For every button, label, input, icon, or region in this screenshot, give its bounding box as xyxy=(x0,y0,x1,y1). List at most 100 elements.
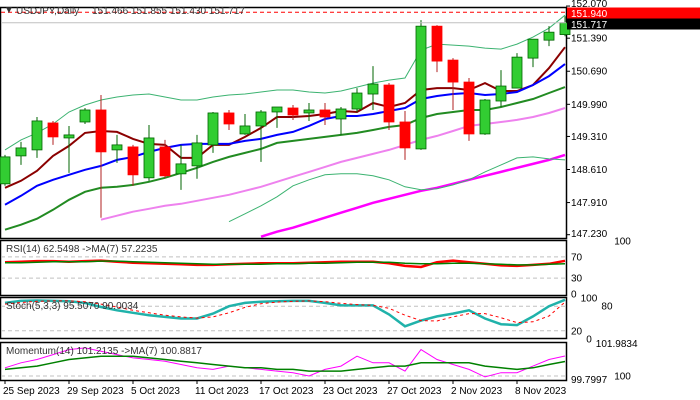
y-tick-label: 100 xyxy=(581,294,598,305)
x-tick-label: 17 Oct 2023 xyxy=(259,386,314,397)
series-line-signal xyxy=(4,300,566,324)
bear-candle xyxy=(399,110,411,160)
bull-candle xyxy=(111,134,123,163)
candle-body xyxy=(191,142,203,167)
series-line-band-lower xyxy=(228,156,566,223)
y-tick-label: 101.9834 xyxy=(596,339,638,350)
candle-body xyxy=(431,25,443,62)
candle-body xyxy=(287,107,299,116)
y-tick-label: 100 xyxy=(614,372,631,383)
bull-candle xyxy=(31,116,43,158)
candle-body xyxy=(127,146,139,176)
indicator-title: Stoch(5,3,3) 95.5070 90.0034 xyxy=(6,301,139,312)
bull-candle xyxy=(255,109,267,162)
bull-candle xyxy=(143,124,155,181)
series-line-main xyxy=(4,298,566,328)
bear-candle xyxy=(383,83,395,130)
candle-body xyxy=(175,163,187,175)
symbol-label: USDJPY,Daily xyxy=(16,6,79,17)
candle-body xyxy=(511,56,523,89)
x-tick-label: 27 Oct 2023 xyxy=(387,386,442,397)
x-tick-label: 2 Nov 2023 xyxy=(451,386,503,397)
y-tick-label: 151.390 xyxy=(571,34,608,45)
y-tick-label: 30 xyxy=(571,274,583,285)
candle-body xyxy=(0,156,11,185)
bull-candle xyxy=(15,141,27,165)
candle-body xyxy=(399,121,411,149)
candle-body xyxy=(47,122,59,138)
candle-body xyxy=(383,84,395,123)
candle-body xyxy=(367,83,379,95)
bear-candle xyxy=(287,105,299,120)
bear-candle xyxy=(463,78,475,141)
bull-candle xyxy=(479,99,491,135)
candle-body xyxy=(95,109,107,153)
ohlc-readout: 151.466 151.855 151.430 151.717 xyxy=(92,6,245,17)
x-tick-label: 25 Sep 2023 xyxy=(3,386,60,397)
bull-candle xyxy=(239,113,251,135)
bear-candle xyxy=(95,95,107,218)
bull-candle xyxy=(191,134,203,179)
bull-candle xyxy=(367,66,379,110)
indicator-title: RSI(14) 62.5498 ->MA(7) 57.2235 xyxy=(6,244,158,255)
candle-body xyxy=(63,134,75,139)
candle-body xyxy=(159,146,171,177)
y-tick-label: 100 xyxy=(614,237,631,248)
candle-body xyxy=(527,38,539,59)
candle-body xyxy=(463,81,475,135)
y-tick-label: 147.910 xyxy=(571,198,608,209)
bear-candle xyxy=(447,58,459,110)
bull-candle xyxy=(543,26,555,47)
bull-candle xyxy=(63,125,75,173)
last-price-label: 151.717 xyxy=(571,20,608,31)
bull-candle xyxy=(415,20,427,150)
series-line-band-upper xyxy=(4,14,566,151)
candle-body xyxy=(271,106,283,113)
bull-candle xyxy=(207,111,219,153)
x-tick-label: 8 Nov 2023 xyxy=(515,386,567,397)
bear-candle xyxy=(47,120,59,145)
bull-candle xyxy=(271,106,283,128)
series-line-ma-7- xyxy=(5,260,566,266)
series-line-ma-xlong xyxy=(260,153,566,238)
y-tick-label: 0 xyxy=(586,335,592,346)
ask-price-label: 151.940 xyxy=(571,9,608,20)
bear-candle xyxy=(159,139,171,178)
bull-candle xyxy=(511,53,523,89)
bear-candle xyxy=(223,109,235,130)
bull-candle xyxy=(335,107,347,135)
last-price-tag xyxy=(567,18,700,30)
momentum-panel-frame xyxy=(0,341,568,382)
momentum-panel: 101.9834 99.7997 100 Momentum(14) 101.2135 … xyxy=(1,339,638,386)
bull-candle xyxy=(303,103,315,121)
candle-body xyxy=(319,109,331,118)
candle-body xyxy=(239,125,251,135)
y-tick-label: 70 xyxy=(571,252,583,263)
y-tick-label: 149.990 xyxy=(571,100,608,111)
collapse-triangle-icon[interactable]: ▼ xyxy=(4,5,14,16)
bull-candle xyxy=(495,70,507,108)
candle-body xyxy=(495,85,507,102)
candle-body xyxy=(255,111,267,127)
y-tick-label: 149.310 xyxy=(571,132,608,143)
x-tick-label: 11 Oct 2023 xyxy=(195,386,249,397)
bear-candle xyxy=(319,103,331,125)
candle-body xyxy=(143,137,155,179)
candle-body xyxy=(479,99,491,135)
x-tick-label: 5 Oct 2023 xyxy=(131,386,180,397)
rsi-panel-frame xyxy=(0,239,568,297)
series-line-momentum-14- xyxy=(4,347,566,378)
candle-body xyxy=(351,92,363,110)
candle-body xyxy=(207,112,219,146)
y-tick-label: 0 xyxy=(571,290,577,301)
candle-body xyxy=(111,144,123,151)
price-panel: 152.070 151.390 150.690 149.990 149.310 148.6… xyxy=(0,0,608,397)
y-tick-label: 80 xyxy=(601,302,613,313)
series-line-ma-7- xyxy=(4,355,566,372)
y-tick-label: 150.690 xyxy=(571,67,608,78)
indicator-title: Momentum(14) 101.2135 ->MA(7) 100.8817 xyxy=(6,346,202,357)
bull-candle xyxy=(527,38,539,68)
bear-candle xyxy=(127,144,139,186)
